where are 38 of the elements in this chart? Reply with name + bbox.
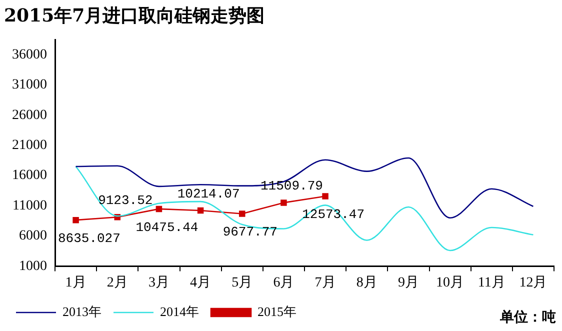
chart-title: 2015年7月进口取向硅钢走势图 bbox=[4, 5, 265, 26]
x-tick-label: 1月 bbox=[65, 275, 86, 290]
point bbox=[280, 200, 287, 206]
x-tick-label: 11月 bbox=[478, 275, 506, 290]
data-label: 10475.44 bbox=[136, 220, 198, 235]
y-tick-label: 1000 bbox=[19, 258, 47, 274]
legend-label: 2014年 bbox=[160, 304, 199, 319]
x-tick-label: 9月 bbox=[398, 275, 419, 290]
x-tick-label: 7月 bbox=[314, 275, 336, 290]
point bbox=[239, 210, 246, 217]
x-tick-label: 10月 bbox=[436, 275, 464, 290]
y-tick-label: 31000 bbox=[12, 78, 47, 93]
y-tick-label: 11000 bbox=[12, 198, 47, 214]
data-label: 8635.027 bbox=[58, 231, 120, 246]
data-label: 9123.52 bbox=[98, 193, 153, 208]
point bbox=[322, 193, 328, 200]
text: 单位：吨 bbox=[499, 310, 556, 326]
x-tick-label: 6月 bbox=[273, 275, 294, 290]
data-label: 9677.77 bbox=[222, 224, 278, 240]
y-tick-label: 16000 bbox=[12, 168, 47, 184]
x-tick-label: 3月 bbox=[148, 275, 170, 290]
x-tick-label: 8月 bbox=[356, 275, 378, 290]
legend-label: 2015年 bbox=[258, 304, 296, 319]
line-series bbox=[75, 157, 534, 219]
point bbox=[156, 206, 162, 212]
x-tick-label: 12月 bbox=[519, 275, 548, 290]
legend-label: 2013年 bbox=[62, 304, 102, 319]
y-tick-label: 26000 bbox=[12, 108, 47, 123]
data-label: 11509.79 bbox=[260, 178, 323, 194]
y-tick-label: 36000 bbox=[12, 47, 47, 62]
y-tick-label: 21000 bbox=[12, 138, 47, 154]
y-tick-label: 6000 bbox=[19, 228, 47, 244]
point bbox=[72, 216, 79, 224]
point bbox=[197, 207, 204, 214]
x-tick-label: 2月 bbox=[106, 275, 128, 290]
x-tick-label: 5月 bbox=[232, 275, 253, 290]
x-tick-label: 4月 bbox=[190, 275, 212, 290]
data-label: 10214.07 bbox=[177, 186, 240, 202]
